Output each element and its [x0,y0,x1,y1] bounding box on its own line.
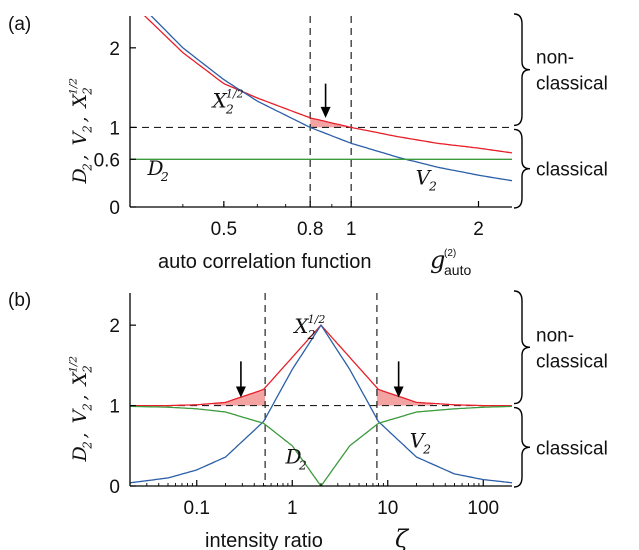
curve-label-2: V2 [410,428,431,456]
y-tick-label-2: 2 [109,316,120,337]
x-tick-label-0: 0.1 [184,498,210,519]
arrow-head-3 [235,386,246,398]
y-tick-label-3: 2 [109,39,120,60]
x-tick-label-2: 1 [346,219,357,240]
curve-label-0-letter: X [292,314,309,338]
series-line-2 [130,405,512,486]
curve-label-0: X 21/2 [292,313,325,342]
bracket-label-0-1: classical [536,74,608,95]
curve-label-2-sub: 2 [422,441,431,456]
y-label-part-2-letter: X [69,93,91,110]
arrow-head-3 [320,106,331,118]
bracket-label-1-0: classical [536,160,608,181]
x-tick-label-3: 100 [467,498,499,519]
x-label-symbol: g [430,246,445,274]
bracket-0 [513,290,531,405]
arrow-head-4 [393,386,404,398]
series-line-1 [130,324,512,484]
x-label-sup: (2) [444,248,456,259]
curve-label-1-sub: 2 [160,169,169,184]
curve-label-1-sub: 2 [298,457,307,472]
x-label-sub: auto [444,262,471,278]
bracket-label-1-0: classical [536,438,608,459]
curve-label-0-sup: 1/2 [308,313,326,326]
y-label-part-2-sup: 1/2 [68,356,80,373]
bracket-label-0-1: classical [536,351,608,372]
curves [130,16,512,182]
y-label-part-0-letter: D [69,168,91,184]
curve-label-1-letter: D [285,444,302,468]
curve-label-1-letter: D [147,156,164,180]
series-line-0 [143,16,512,154]
x-tick-label-0: 0.5 [211,219,237,240]
y-tick-label-1: 0.6 [94,150,120,171]
bracket-1 [513,128,531,209]
y-label-part-1-letter: V [69,130,91,146]
y-tick-label-0: 0 [109,477,120,498]
y-label-part-1: V2 [69,125,95,145]
shaded-region-1 [376,387,434,406]
y-label-part-1: V2 [69,403,95,423]
x-axis-label: auto correlation function g(2) auto [158,246,471,278]
y-axis-label: D2,V2,X21/2 [68,78,95,185]
y-tick-label-0: 0 [109,198,120,219]
y-label-part-2-letter: X [69,371,91,388]
curve-label-1: D2 [285,444,307,472]
panel-label: (b) [8,290,31,311]
y-label-comma-1: , [69,394,91,400]
x-label-text: intensity ratio [205,530,323,550]
x-tick-label-1: 0.8 [297,219,323,240]
y-label-part-1-letter: V [69,408,91,424]
y-label-comma-0: , [69,432,91,438]
curve-label-2: V2 [416,166,437,194]
bracket-1 [513,406,531,488]
bracket-label-0-0: non- [536,48,574,69]
curve-label-2-letter: V [416,166,433,190]
curves [130,324,512,486]
x-label-symbol: ζ [395,525,410,550]
y-label-part-0-sub: 2 [81,441,95,450]
series-line-0 [130,324,512,407]
y-label-comma-0: , [69,154,91,160]
x-tick-label-1: 1 [287,498,298,519]
panel-label: (a) [8,14,31,35]
y-label-part-0-letter: D [69,446,91,462]
y-label-part-2-sub: 2 [81,365,95,374]
y-label-comma-1: , [69,116,91,122]
curve-label-0-sub: 2 [225,102,234,117]
y-label-part-0: D2 [69,441,95,462]
bracket-label-0-0: non- [536,325,574,346]
shaded-region-0 [213,387,266,406]
curve-label-0-sub: 2 [307,327,316,342]
y-label-part-2: X21/2 [68,78,95,110]
y-label-part-0: D2 [69,163,95,184]
curve-label-1: D2 [147,156,169,184]
curve-label-2-letter: V [410,428,427,452]
y-label-part-0-sub: 2 [81,163,95,172]
curve-label-0: X 21/2 [210,88,243,117]
x-axis-label: intensity ratio ζ [205,525,410,550]
curve-label-0-letter: X [210,89,227,113]
y-label-part-1-sub: 2 [81,125,95,134]
x-tick-label-3: 2 [473,219,484,240]
y-axis-label: D2,V2,X21/2 [68,356,95,463]
curve-label-0-sup: 1/2 [226,88,244,101]
x-tick-label-2: 10 [377,498,398,519]
y-label-part-2-sub: 2 [81,87,95,96]
y-label-part-2-sup: 1/2 [68,78,80,95]
bracket-0 [513,13,531,127]
series-line-1 [150,16,512,182]
y-label-part-1-sub: 2 [81,403,95,412]
y-label-part-2: X21/2 [68,356,95,388]
y-tick-label-2: 1 [109,118,120,139]
y-tick-label-1: 1 [109,397,120,418]
curve-label-2-sub: 2 [428,179,437,194]
x-label-text: auto correlation function [158,251,371,273]
